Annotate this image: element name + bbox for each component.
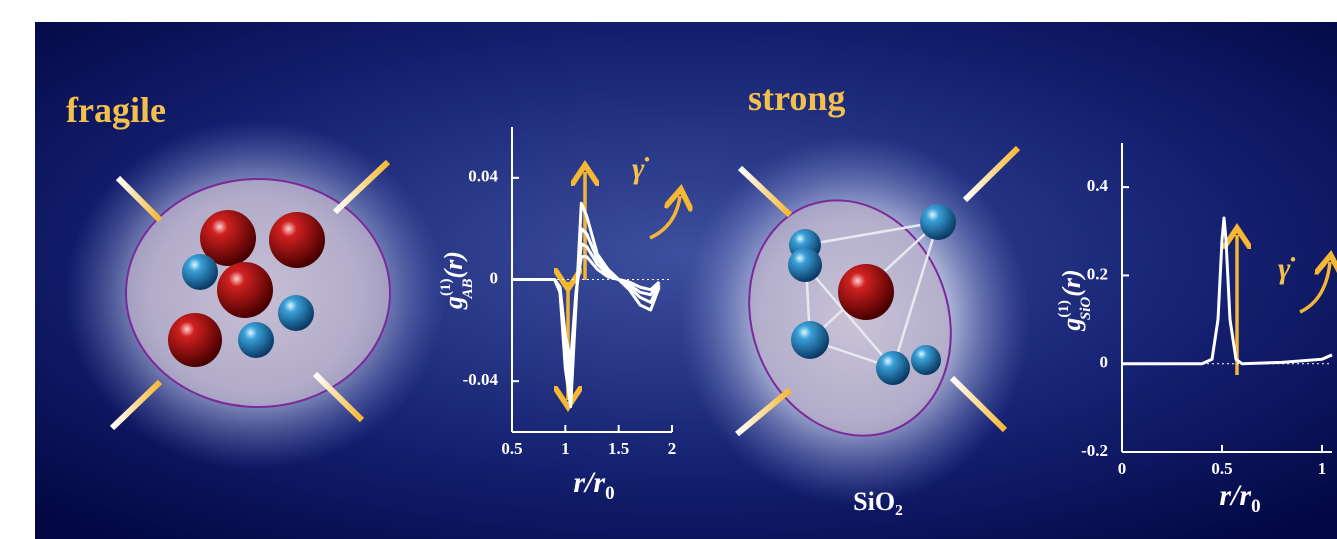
strong-illustration [735,145,1021,437]
y-tick-label: 0 [1100,353,1109,372]
panel-title: fragile [66,90,166,130]
x-label-symbol: r/r [573,466,605,499]
y-label-symbol: g [439,296,468,310]
x-label-subscript: 0 [1251,496,1261,517]
x-tick-label: 0.5 [501,439,522,458]
y-tick-label: -0.04 [463,370,499,389]
y-label-subscript: SiO [1078,297,1094,321]
y-label-argument: (r) [439,251,468,278]
x-label-symbol: r/r [1219,479,1251,512]
y-axis-label: g(1) AB(r) [438,251,476,310]
x-tick-label: 0.5 [1211,459,1232,478]
x-tick-label: 0 [1118,459,1127,478]
x-axis-label: r/r0 [1219,479,1260,517]
y-tick-label: 0.04 [468,167,498,186]
y-tick-label: 0 [490,268,499,287]
x-tick-label: 1 [1318,459,1327,478]
y-tick-label: 0.2 [1087,264,1108,283]
panel-title: strong [748,78,845,118]
x-axis-label: r/r0 [573,466,614,504]
y-axis-label: g(1) SiO(r) [1056,269,1094,331]
formula: SiO₂ [853,487,903,516]
y-label-subscript: AB [460,278,476,299]
y-label-superscript: (1) [438,278,454,296]
data-line [1122,216,1333,366]
y-tick-label: 0.4 [1087,176,1109,195]
y-label-argument: (r) [1057,269,1086,296]
data-line [512,255,661,363]
x-tick-label: 1 [561,439,570,458]
x-tick-label: 2 [668,439,677,458]
fragile-illustration [109,159,391,431]
y-label-symbol: g [1057,318,1086,332]
x-label-subscript: 0 [605,483,615,504]
y-label-superscript: (1) [1056,300,1072,318]
x-tick-label: 1.5 [608,439,629,458]
y-tick-label: -0.2 [1081,441,1108,460]
